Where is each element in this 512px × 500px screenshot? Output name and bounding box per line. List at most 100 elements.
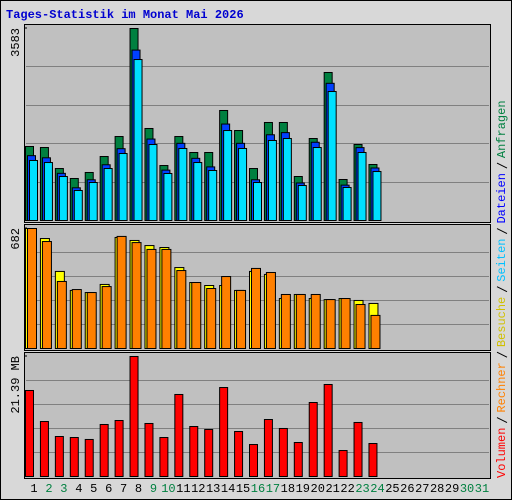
x-tick-label: 12: [191, 482, 205, 496]
x-tick-label: 23: [355, 482, 369, 496]
bar: [282, 138, 292, 221]
x-tick-label: 22: [340, 482, 354, 496]
bar: [176, 270, 187, 350]
bar: [163, 173, 173, 221]
x-tick-label: 2: [45, 482, 52, 496]
bar: [25, 389, 34, 477]
x-tick-label: 5: [90, 482, 97, 496]
bar: [267, 139, 277, 221]
bar: [148, 144, 158, 221]
legend-separator: [496, 162, 508, 169]
bar: [308, 402, 318, 477]
bar: [101, 286, 112, 349]
bar: [27, 228, 37, 349]
x-tick-label: 20: [311, 482, 325, 496]
legend-label: Rechner: [495, 362, 509, 412]
bar: [58, 176, 68, 222]
x-tick-label: 24: [370, 482, 384, 496]
bar: [73, 189, 83, 221]
bar: [174, 393, 184, 478]
bar: [370, 314, 381, 349]
x-tick-label: 4: [75, 482, 82, 496]
bar: [325, 299, 336, 350]
x-tick-label: 7: [120, 482, 127, 496]
chart-title: Tages-Statistik im Monat Mai 2026: [6, 8, 244, 22]
bar: [144, 422, 154, 477]
bar: [129, 356, 139, 477]
bar: [84, 438, 94, 478]
bar: [114, 420, 124, 478]
bar: [189, 426, 199, 478]
bar: [295, 293, 306, 349]
bar: [103, 168, 113, 221]
x-tick-label: 10: [161, 482, 175, 496]
x-tick-label: 3: [60, 482, 67, 496]
legend-separator: [496, 228, 508, 234]
legend-separator: [496, 351, 508, 358]
bar: [116, 235, 127, 350]
bar: [236, 289, 247, 350]
x-tick-label: 30: [460, 482, 474, 496]
legend-label: Besuche: [495, 297, 509, 347]
bar: [355, 304, 366, 349]
bar: [278, 427, 288, 478]
legend: Volumen Rechner Besuche Seiten Dateien Anfrag…: [495, 100, 509, 478]
legend-label: Anfragen: [495, 100, 509, 158]
bar: [88, 182, 98, 222]
bar: [338, 450, 348, 477]
x-tick-label: 15: [236, 482, 250, 496]
x-tick-label: 25: [385, 482, 399, 496]
x-tick-label: 19: [296, 482, 310, 496]
bar: [263, 419, 273, 477]
legend-label: Dateien: [495, 173, 509, 223]
bar: [251, 267, 261, 349]
bar: [249, 444, 258, 477]
x-tick-label: 6: [105, 482, 112, 496]
bar: [353, 421, 363, 478]
bar: [131, 242, 142, 349]
bar: [312, 147, 322, 221]
bar: [208, 170, 218, 221]
bar: [340, 298, 351, 349]
bar: [323, 383, 333, 477]
bar: [146, 248, 157, 349]
bar: [56, 280, 67, 350]
bar: [99, 423, 109, 477]
bar: [206, 288, 217, 349]
bar: [178, 147, 188, 221]
y-tick-label: 682: [9, 228, 23, 250]
bar: [310, 293, 321, 349]
x-tick-label: 1: [30, 482, 37, 496]
bar: [86, 292, 97, 350]
x-tick-label: 21: [325, 482, 339, 496]
legend-separator: [496, 417, 508, 424]
x-tick-label: 18: [281, 482, 295, 496]
legend-label: Volumen: [495, 428, 509, 478]
x-tick-label: 14: [221, 482, 235, 496]
legend-label: Seiten: [495, 239, 509, 282]
bar: [41, 241, 52, 349]
x-tick-label: 9: [150, 482, 157, 496]
bar: [159, 437, 169, 478]
bar: [327, 91, 337, 222]
x-tick-label: 31: [475, 482, 489, 496]
bar: [204, 428, 214, 477]
bar: [54, 436, 64, 477]
bar: [265, 271, 276, 350]
x-tick-label: 17: [266, 482, 280, 496]
bar: [29, 159, 38, 222]
bar: [118, 153, 128, 222]
bar: [238, 147, 248, 221]
bar: [293, 442, 303, 478]
bar: [39, 421, 49, 477]
bar: [357, 151, 367, 221]
y-tick-label: 3583: [9, 28, 23, 57]
x-tick-label: 11: [176, 482, 190, 496]
x-tick-label: 8: [135, 482, 142, 496]
bar: [253, 182, 262, 222]
bar: [342, 186, 352, 221]
y-tick-label: 21.39 MB: [9, 356, 23, 414]
x-tick-label: 16: [251, 482, 265, 496]
